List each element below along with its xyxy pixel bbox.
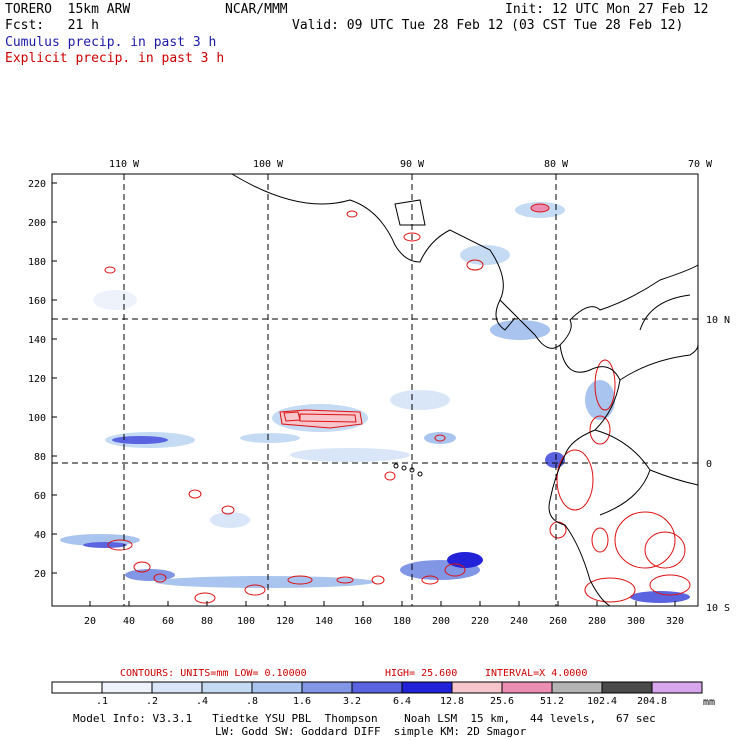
colorbar: [51, 681, 703, 694]
org-label: NCAR/MMM: [225, 2, 288, 17]
lon-label-100w: 100 W: [253, 159, 284, 170]
y-tick-label: 200: [28, 218, 46, 229]
colorbar-units: mm: [703, 697, 715, 708]
colorbar-swatch: [201, 681, 253, 694]
x-tick-label: 20: [84, 616, 96, 627]
field-explicit-label: Explicit precip. in past 3 h: [5, 51, 225, 66]
colorbar-swatch: [301, 681, 353, 694]
colorbar-label: 102.4: [587, 696, 617, 707]
lat-label-10n: 10 N: [706, 315, 730, 326]
colorbar-swatch: [51, 681, 103, 694]
x-tick-label: 300: [627, 616, 645, 627]
cumulus-precip-shading: [60, 202, 690, 603]
x-tick-label: 140: [315, 616, 333, 627]
x-tick-label: 100: [237, 616, 255, 627]
x-tick-label: 40: [123, 616, 135, 627]
model-info-line1: Model Info: V3.3.1 Tiedtke YSU PBL Thomp…: [73, 712, 656, 725]
coastlines: [231, 173, 699, 607]
x-tick-label: 280: [588, 616, 606, 627]
lon-label-80w: 80 W: [544, 159, 569, 170]
gridlines: [52, 174, 698, 606]
colorbar-label: 25.6: [490, 696, 514, 707]
colorbar-swatch: [401, 681, 453, 694]
x-tick-label: 260: [549, 616, 567, 627]
y-tick-label: 180: [28, 257, 46, 268]
colorbar-swatch: [251, 681, 303, 694]
colorbar-swatch: [501, 681, 553, 694]
y-tick-label: 40: [34, 530, 46, 541]
colorbar-swatch: [351, 681, 403, 694]
map-frame: [51, 173, 699, 607]
colorbar-swatch: [601, 681, 653, 694]
colorbar-swatch: [151, 681, 203, 694]
y-tick-label: 60: [34, 491, 46, 502]
explicit-precip-contours: [104, 203, 691, 604]
valid-time: Valid: 09 UTC Tue 28 Feb 12 (03 CST Tue …: [292, 18, 684, 33]
contour-interval: INTERVAL=X 4.0000: [485, 668, 587, 679]
y-tick-label: 220: [28, 179, 46, 190]
y-tick-label: 20: [34, 569, 46, 580]
init-time: Init: 12 UTC Mon 27 Feb 12: [505, 2, 709, 17]
x-tick-label: 320: [666, 616, 684, 627]
lat-label-10s: 10 S: [706, 603, 730, 614]
colorbar-label: .4: [196, 696, 208, 707]
colorbar-label: 204.8: [637, 696, 667, 707]
colorbar-swatch: [651, 681, 703, 694]
contour-units-low: CONTOURS: UNITS=mm LOW= 0.10000: [120, 668, 307, 679]
x-tick-label: 220: [471, 616, 489, 627]
y-tick-label: 80: [34, 452, 46, 463]
x-tick-label: 200: [432, 616, 450, 627]
y-tick-label: 100: [28, 413, 46, 424]
x-tick-label: 80: [201, 616, 213, 627]
y-tick-label: 140: [28, 335, 46, 346]
lat-label-0: 0: [706, 459, 712, 470]
field-cumulus-label: Cumulus precip. in past 3 h: [5, 35, 217, 50]
colorbar-label: 51.2: [540, 696, 564, 707]
colorbar-labels: .1 .2 .4 .8 1.6 3.2 6.4 12.8 25.6 51.2 102.4 204.8: [96, 696, 667, 707]
x-tick-label: 240: [510, 616, 528, 627]
x-tick-label: 180: [393, 616, 411, 627]
y-tick-label: 120: [28, 374, 46, 385]
lon-label-110w: 110 W: [109, 159, 140, 170]
colorbar-swatch: [451, 681, 503, 694]
x-tick-label: 160: [354, 616, 372, 627]
x-tick-label: 120: [276, 616, 294, 627]
contour-high: HIGH= 25.600: [385, 668, 457, 679]
colorbar-label: 6.4: [393, 696, 411, 707]
colorbar-swatch: [101, 681, 153, 694]
colorbar-label: .2: [146, 696, 158, 707]
y-tick-label: 160: [28, 296, 46, 307]
colorbar-label: .1: [96, 696, 108, 707]
model-title: TORERO 15km ARW: [5, 2, 131, 17]
colorbar-label: 12.8: [440, 696, 464, 707]
lon-label-90w: 90 W: [400, 159, 425, 170]
colorbar-label: 3.2: [343, 696, 361, 707]
lon-label-70w: 70 W: [688, 159, 713, 170]
colorbar-label: 1.6: [293, 696, 311, 707]
colorbar-label: .8: [246, 696, 258, 707]
x-tick-label: 60: [162, 616, 174, 627]
colorbar-swatch: [551, 681, 603, 694]
model-info-line2: LW: Godd SW: Goddard DIFF simple KM: 2D …: [215, 725, 527, 738]
forecast-hour: Fcst: 21 h: [5, 18, 99, 33]
axis-ticks: [52, 182, 676, 606]
